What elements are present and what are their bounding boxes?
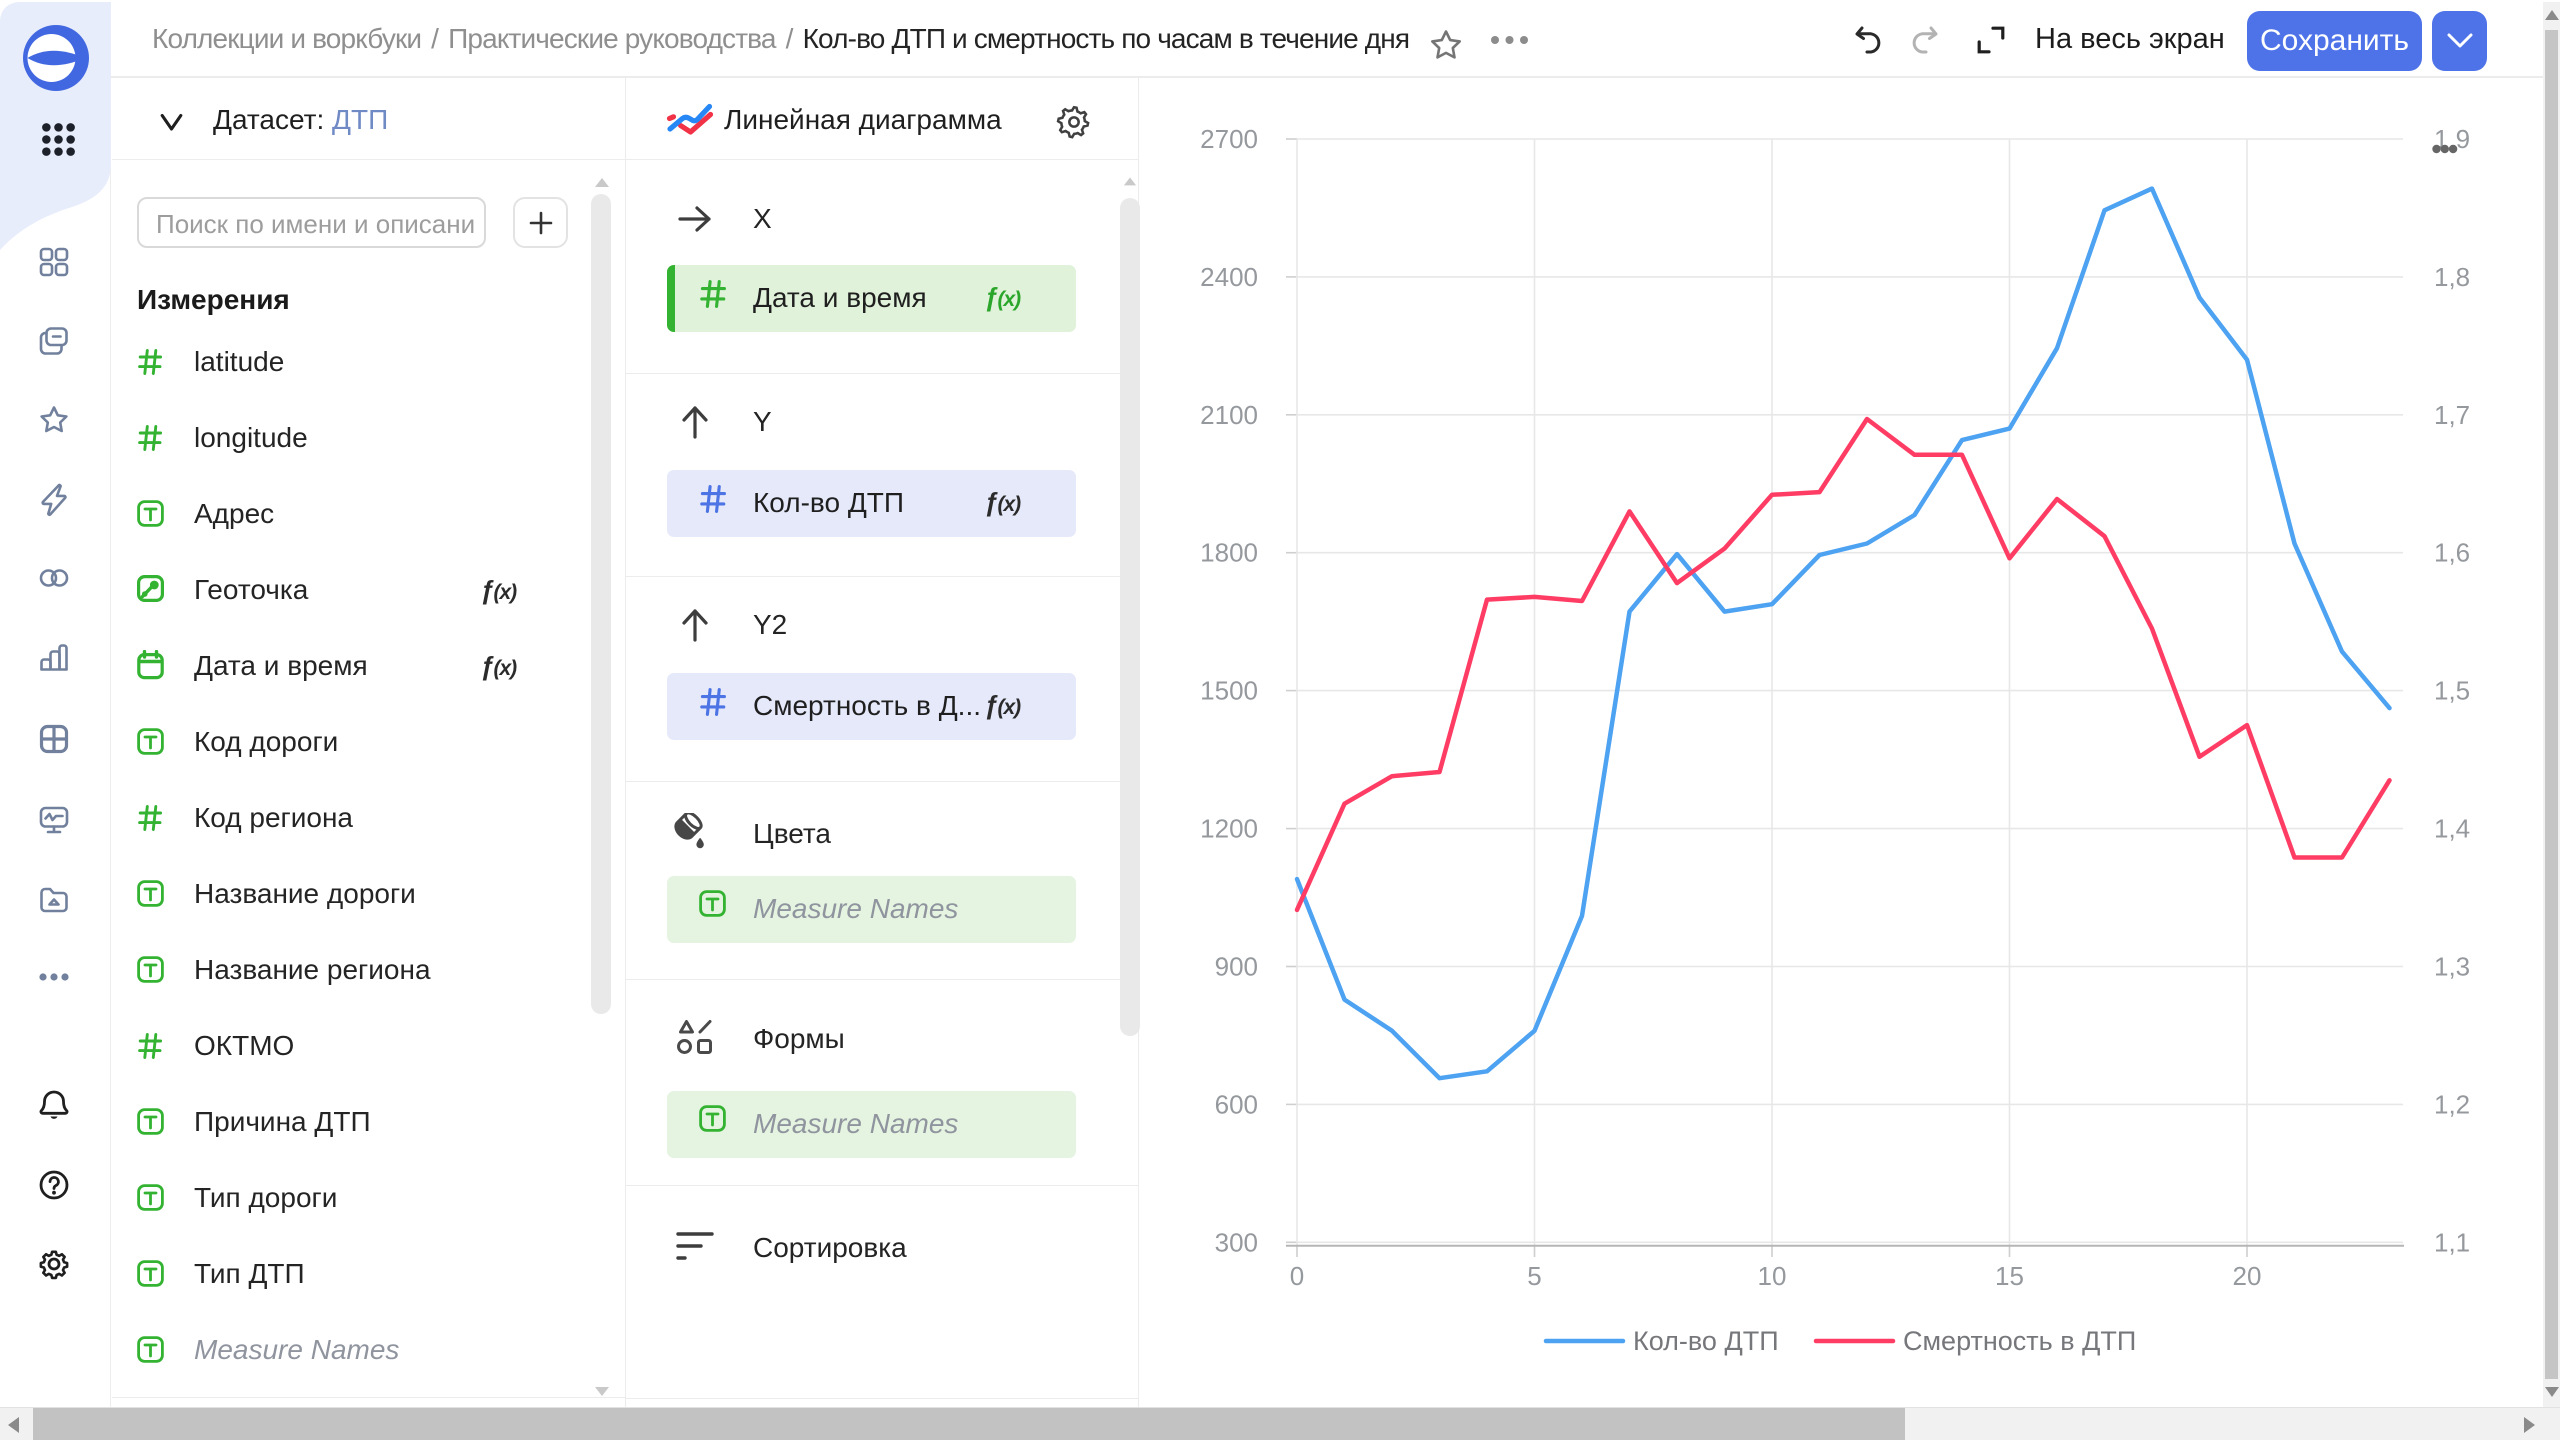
svg-text:1,2: 1,2 bbox=[2434, 1089, 2470, 1119]
svg-text:300: 300 bbox=[1215, 1227, 1258, 1257]
svg-text:1,6: 1,6 bbox=[2434, 538, 2470, 568]
svg-text:1,5: 1,5 bbox=[2434, 676, 2470, 706]
svg-text:10: 10 bbox=[1758, 1261, 1787, 1291]
svg-text:1200: 1200 bbox=[1200, 814, 1258, 844]
svg-text:2700: 2700 bbox=[1200, 124, 1258, 154]
svg-text:Кол-во ДТП: Кол-во ДТП bbox=[1633, 1326, 1779, 1356]
svg-text:1,1: 1,1 bbox=[2434, 1227, 2470, 1257]
svg-text:1,7: 1,7 bbox=[2434, 400, 2470, 430]
svg-text:900: 900 bbox=[1215, 952, 1258, 982]
svg-text:Смертность в ДТП: Смертность в ДТП bbox=[1903, 1326, 2136, 1356]
svg-text:2100: 2100 bbox=[1200, 400, 1258, 430]
svg-text:0: 0 bbox=[1290, 1261, 1304, 1291]
svg-text:2400: 2400 bbox=[1200, 262, 1258, 292]
svg-text:20: 20 bbox=[2233, 1261, 2262, 1291]
svg-text:1,8: 1,8 bbox=[2434, 262, 2470, 292]
svg-text:1,4: 1,4 bbox=[2434, 814, 2470, 844]
svg-text:1800: 1800 bbox=[1200, 538, 1258, 568]
svg-text:15: 15 bbox=[1995, 1261, 2024, 1291]
svg-text:1,3: 1,3 bbox=[2434, 952, 2470, 982]
svg-text:5: 5 bbox=[1527, 1261, 1541, 1291]
svg-text:1500: 1500 bbox=[1200, 676, 1258, 706]
svg-text:600: 600 bbox=[1215, 1089, 1258, 1119]
